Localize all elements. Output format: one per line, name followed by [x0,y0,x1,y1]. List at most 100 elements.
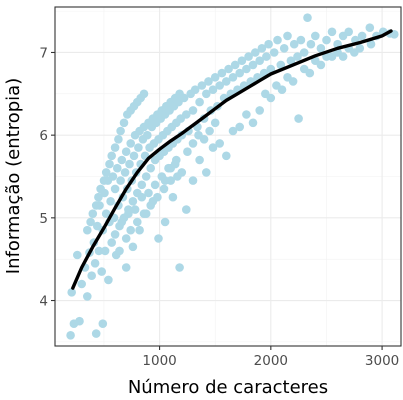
axis-tick-labels: 1000 2000 3000 4 5 6 7 [39,45,399,369]
data-point [365,23,375,32]
data-point [144,188,153,198]
data-point [182,110,191,119]
data-point [129,151,139,161]
scatter-points [66,13,399,340]
data-point [134,143,143,152]
data-point [248,60,258,70]
data-point [175,263,184,272]
data-point [137,192,147,202]
data-point [296,35,306,45]
data-point [197,81,207,90]
data-point [101,209,111,218]
data-point [86,217,95,227]
data-point [344,27,354,37]
y-tick-label: 7 [39,45,48,61]
data-point [273,35,282,45]
data-point [303,13,312,22]
data-point [116,126,125,136]
data-point [128,242,138,252]
data-point [190,85,200,94]
data-point [215,139,224,148]
axis-ticks [51,51,383,350]
data-point [293,52,302,61]
data-point [110,184,120,194]
data-point [166,176,175,185]
data-point [357,31,367,41]
data-point [157,172,167,181]
data-point [121,263,131,272]
data-point [100,246,110,256]
data-point [139,89,149,99]
data-point [94,246,104,256]
data-point [205,126,214,136]
data-point [75,316,84,326]
data-point [327,27,337,37]
data-point [91,201,101,210]
data-point [195,97,204,107]
data-point [237,56,247,65]
data-point [248,118,258,128]
data-point [208,85,218,94]
y-tick-label: 5 [39,211,48,227]
data-point [124,209,133,218]
data-point [228,126,238,136]
data-point [255,56,264,65]
data-point [188,139,198,148]
data-point [91,329,101,338]
data-point [126,225,135,235]
data-point [210,118,220,128]
data-point [202,168,211,177]
data-point [66,331,75,340]
data-point [164,163,173,173]
data-point [217,68,227,78]
data-point [97,267,106,276]
data-point [83,292,92,301]
y-tick-label: 6 [39,128,48,144]
data-point [266,64,276,74]
data-point [311,31,320,41]
data-point [101,168,111,177]
data-point [173,172,182,181]
data-point [355,44,365,53]
data-point [168,192,178,202]
data-point [130,205,140,214]
data-point [77,279,86,289]
y-axis-title: Informação (entropia) [3,78,24,274]
data-point [119,118,129,128]
data-point [202,89,211,99]
data-point [107,151,116,161]
data-point [146,163,155,173]
data-point [87,271,96,281]
data-point [208,143,218,152]
y-tick-label: 4 [39,294,48,310]
data-point [170,159,180,169]
data-point [143,130,152,140]
data-point [110,143,120,152]
data-point [150,180,160,190]
data-point [99,176,109,185]
data-point [146,201,155,210]
data-point [266,93,276,103]
data-point [108,172,118,181]
data-point [222,77,231,86]
data-point [224,64,233,74]
data-point [199,135,209,144]
data-point [104,275,113,285]
data-point [242,64,251,74]
data-point [262,52,271,61]
data-point [125,159,134,169]
data-point [316,60,326,70]
data-point [188,106,198,115]
data-point [106,197,115,206]
data-point [230,60,240,70]
data-point [286,56,296,65]
data-point [215,81,224,90]
data-point [306,39,316,49]
data-point [141,172,151,181]
data-point [105,159,114,169]
data-point [88,209,98,218]
data-point [139,209,149,218]
data-point [183,147,192,156]
data-point [188,176,198,185]
